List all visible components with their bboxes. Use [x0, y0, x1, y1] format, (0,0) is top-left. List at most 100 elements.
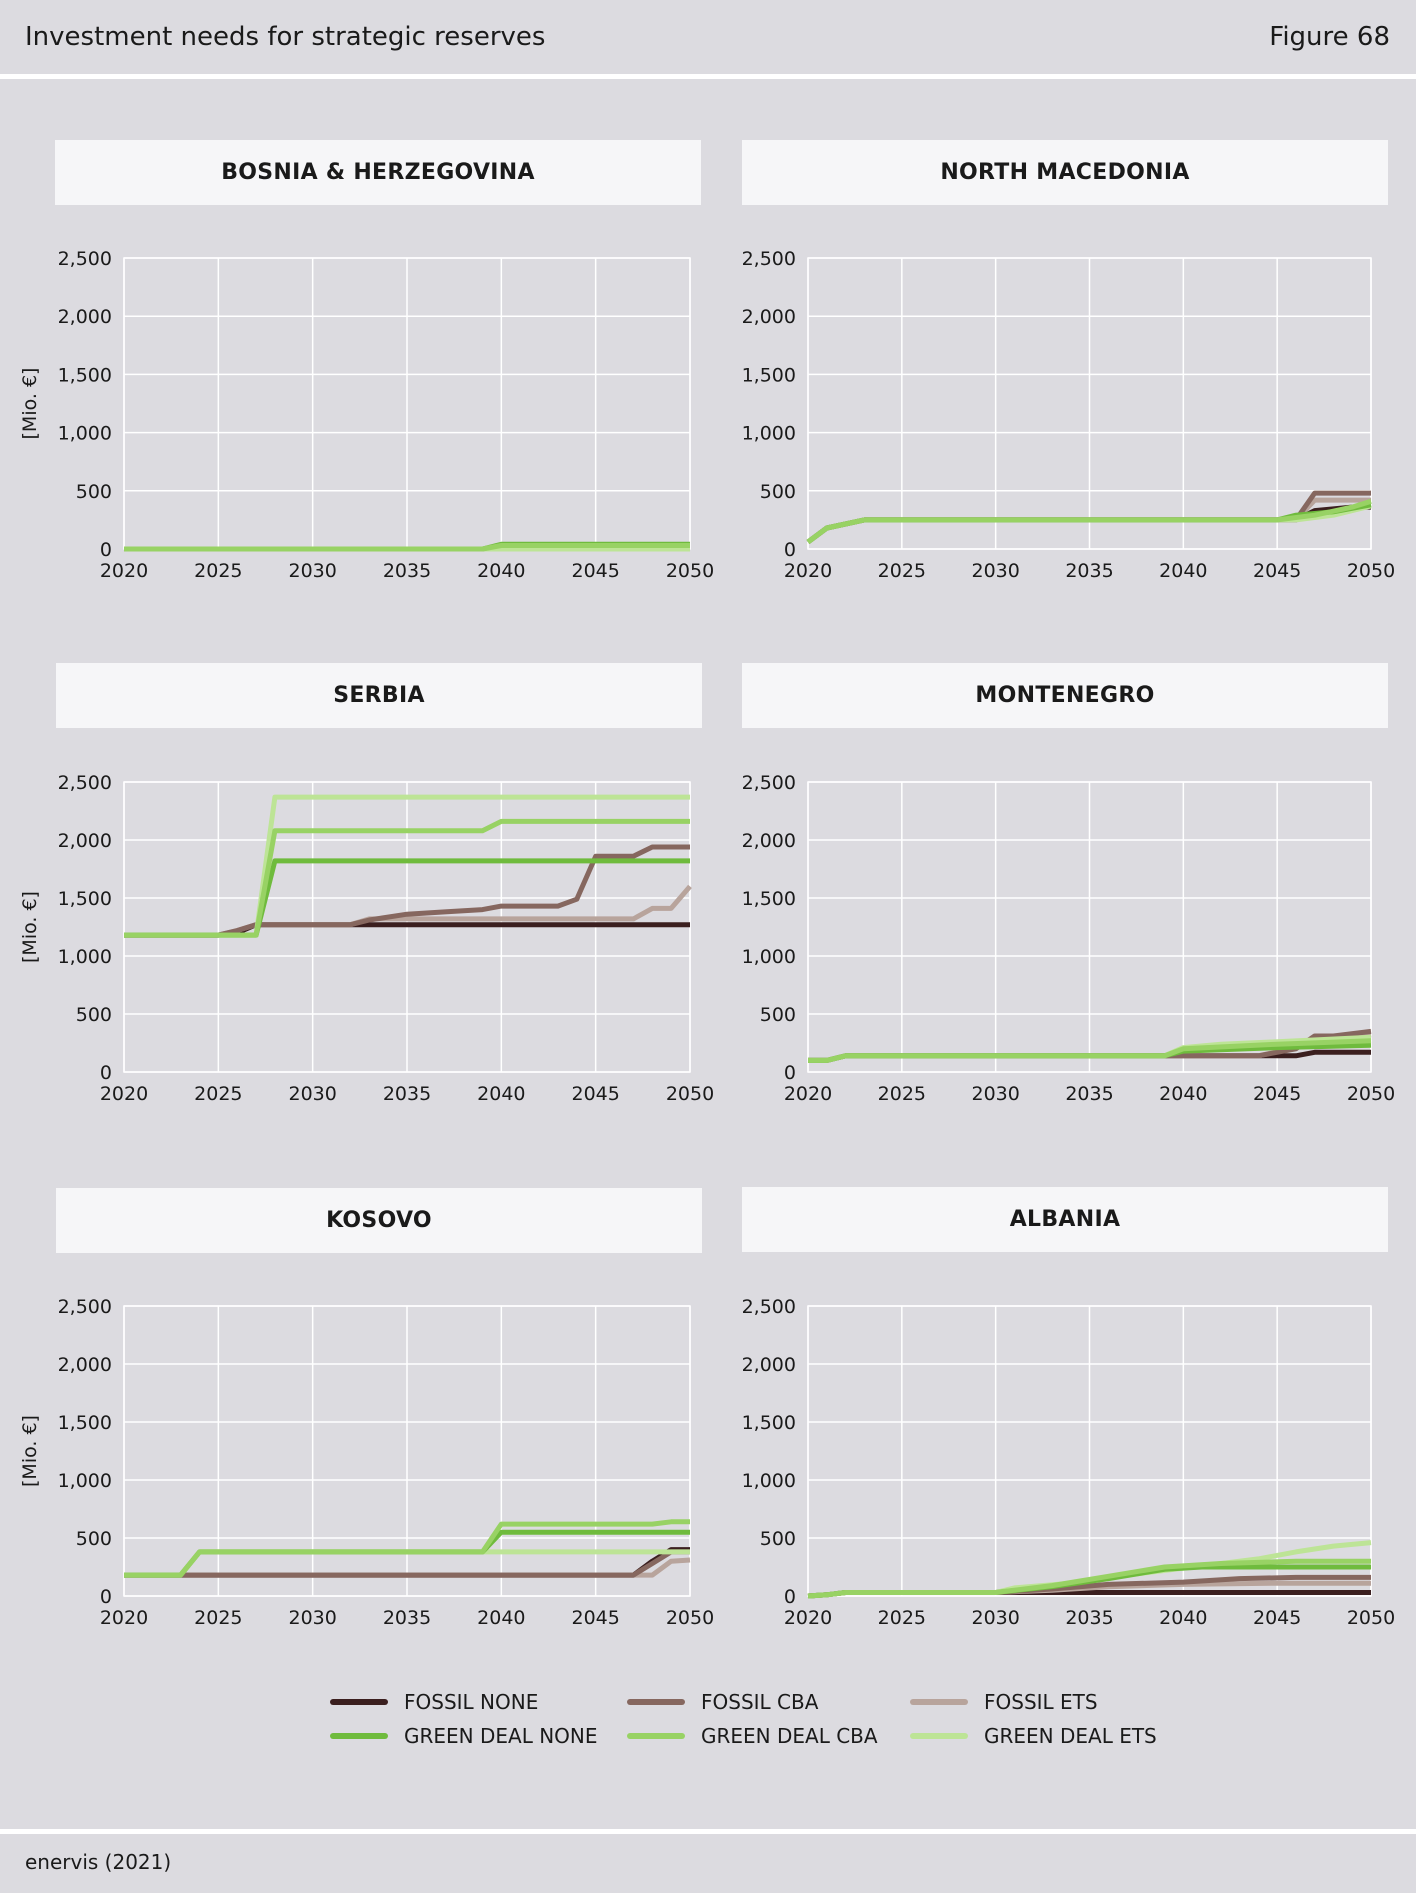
legend-label-fossil-none: FOSSIL NONE — [404, 1690, 539, 1714]
y-tick-label: 500 — [76, 1004, 112, 1026]
x-tick-label: 2035 — [383, 560, 431, 582]
x-tick-label: 2035 — [383, 1083, 431, 1105]
y-tick-label: 1,500 — [742, 888, 796, 910]
y-tick-label: 500 — [76, 1528, 112, 1550]
y-tick-label: 0 — [100, 1586, 112, 1608]
x-tick-label: 2045 — [571, 1607, 619, 1629]
x-tick-label: 2045 — [571, 560, 619, 582]
legend-label-fossil-ets: FOSSIL ETS — [984, 1690, 1098, 1714]
y-tick-label: 0 — [100, 539, 112, 561]
y-tick-label: 1,000 — [58, 946, 112, 968]
legend-item-fossil-cba: FOSSIL CBA — [627, 1690, 818, 1714]
y-tick-label: 2,000 — [58, 830, 112, 852]
x-tick-label: 2035 — [1065, 560, 1113, 582]
x-tick-label: 2030 — [971, 560, 1019, 582]
x-tick-label: 2025 — [878, 560, 926, 582]
x-tick-label: 2050 — [666, 1607, 714, 1629]
legend-item-fossil-none: FOSSIL NONE — [330, 1690, 538, 1714]
legend-item-gd-ets: GREEN DEAL ETS — [910, 1724, 1157, 1748]
x-tick-label: 2035 — [1065, 1083, 1113, 1105]
footer-divider — [0, 1829, 1416, 1834]
x-tick-label: 2050 — [1347, 1083, 1395, 1105]
panel-title-montenegro: MONTENEGRO — [742, 663, 1388, 728]
legend: FOSSIL NONE FOSSIL CBA FOSSIL ETS GREEN … — [330, 1690, 1230, 1770]
panel-title-kosovo: KOSOVO — [56, 1188, 702, 1253]
x-tick-label: 2050 — [666, 560, 714, 582]
x-tick-label: 2045 — [1253, 1607, 1301, 1629]
x-tick-label: 2050 — [1347, 560, 1395, 582]
y-axis-label: [Mio. €] — [19, 1415, 41, 1487]
x-tick-label: 2030 — [288, 1607, 336, 1629]
y-tick-label: 2,500 — [742, 248, 796, 270]
x-tick-label: 2020 — [784, 1607, 832, 1629]
legend-swatch-gd-cba — [627, 1733, 685, 1739]
y-tick-label: 2,500 — [58, 248, 112, 270]
x-tick-label: 2045 — [571, 1083, 619, 1105]
y-tick-label: 1,500 — [742, 1412, 796, 1434]
x-tick-label: 2035 — [1065, 1607, 1113, 1629]
y-tick-label: 500 — [760, 1004, 796, 1026]
series-line-gd-cba — [124, 543, 690, 552]
y-tick-label: 0 — [784, 539, 796, 561]
panel-title-albania: ALBANIA — [742, 1187, 1388, 1252]
legend-item-fossil-ets: FOSSIL ETS — [910, 1690, 1098, 1714]
x-tick-label: 2040 — [1159, 1083, 1207, 1105]
legend-label-gd-cba: GREEN DEAL CBA — [701, 1724, 878, 1748]
x-tick-label: 2025 — [878, 1607, 926, 1629]
x-tick-label: 2040 — [1159, 560, 1207, 582]
x-tick-label: 2050 — [666, 1083, 714, 1105]
y-tick-label: 1,500 — [58, 888, 112, 910]
legend-label-fossil-cba: FOSSIL CBA — [701, 1690, 819, 1714]
legend-swatch-fossil-none — [330, 1699, 388, 1705]
x-tick-label: 2030 — [288, 1083, 336, 1105]
x-tick-label: 2030 — [971, 1083, 1019, 1105]
series-line-gd-cba — [808, 1038, 1372, 1063]
y-tick-label: 2,000 — [58, 1354, 112, 1376]
x-tick-label: 2035 — [383, 1607, 431, 1629]
x-tick-label: 2045 — [1253, 1083, 1301, 1105]
legend-label-gd-none: GREEN DEAL NONE — [404, 1724, 598, 1748]
y-tick-label: 2,000 — [742, 1354, 796, 1376]
y-tick-label: 1,000 — [58, 423, 112, 445]
y-tick-label: 0 — [784, 1062, 796, 1084]
x-tick-label: 2025 — [194, 560, 242, 582]
series-line-gd-cba — [124, 818, 690, 938]
y-tick-label: 0 — [784, 1586, 796, 1608]
y-tick-label: 1,500 — [58, 1412, 112, 1434]
source-note: enervis (2021) — [25, 1850, 172, 1874]
y-tick-label: 500 — [76, 481, 112, 503]
y-tick-label: 2,000 — [742, 306, 796, 328]
y-tick-label: 2,000 — [742, 830, 796, 852]
y-tick-label: 1,000 — [742, 1470, 796, 1492]
y-tick-label: 2,500 — [58, 1296, 112, 1318]
figure-number: Figure 68 — [1269, 22, 1390, 52]
x-tick-label: 2020 — [100, 1083, 148, 1105]
y-tick-label: 1,000 — [742, 946, 796, 968]
x-tick-label: 2025 — [878, 1083, 926, 1105]
x-tick-label: 2030 — [971, 1607, 1019, 1629]
x-tick-label: 2020 — [784, 560, 832, 582]
page-title: Investment needs for strategic reserves — [25, 22, 546, 52]
panel-title-north-macedonia: NORTH MACEDONIA — [742, 140, 1388, 205]
y-tick-label: 500 — [760, 1528, 796, 1550]
y-tick-label: 2,500 — [742, 1296, 796, 1318]
x-tick-label: 2020 — [100, 560, 148, 582]
series-line-fossil-cba — [124, 844, 690, 938]
page-header: Investment needs for strategic reserves … — [0, 0, 1416, 74]
x-tick-label: 2040 — [477, 1607, 525, 1629]
x-tick-label: 2030 — [288, 560, 336, 582]
x-tick-label: 2025 — [194, 1607, 242, 1629]
y-tick-label: 500 — [760, 481, 796, 503]
x-tick-label: 2020 — [784, 1083, 832, 1105]
legend-swatch-gd-ets — [910, 1733, 968, 1739]
x-tick-label: 2040 — [1159, 1607, 1207, 1629]
x-tick-label: 2040 — [477, 560, 525, 582]
y-tick-label: 1,000 — [742, 423, 796, 445]
x-tick-label: 2045 — [1253, 560, 1301, 582]
series-line-gd-cba — [806, 498, 1372, 545]
x-tick-label: 2020 — [100, 1607, 148, 1629]
x-tick-label: 2025 — [194, 1083, 242, 1105]
panel-title-serbia: SERBIA — [56, 663, 702, 728]
y-tick-label: 1,000 — [58, 1470, 112, 1492]
y-tick-label: 1,500 — [742, 364, 796, 386]
